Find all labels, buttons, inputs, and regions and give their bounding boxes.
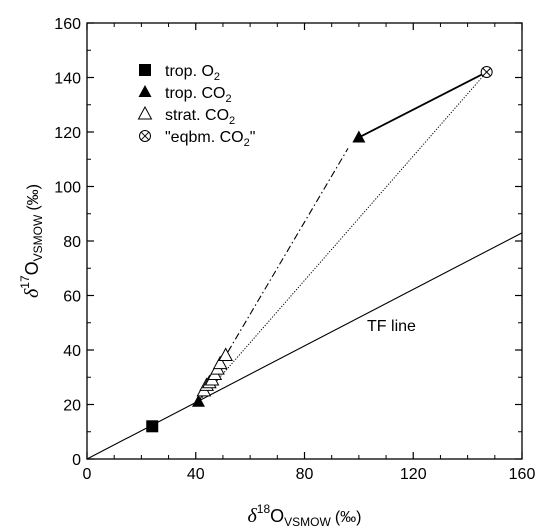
data-point-filled-triangle	[191, 394, 205, 407]
x-axis-title-sub: VSMOW	[284, 515, 331, 529]
data-point-filled-square	[146, 420, 159, 433]
y-tick-label: 60	[63, 289, 81, 306]
legend-marker-circled-x-cross-b	[140, 131, 150, 141]
y-axis: 0 20 40 60 80 100 120 140 160	[54, 16, 522, 469]
x-axis: 0 40 80 120 160	[83, 23, 536, 483]
legend-label: strat. CO2	[165, 107, 235, 127]
y-tick-label: 140	[54, 71, 81, 88]
data-point-circled-x	[480, 66, 493, 79]
legend-label: trop. O2	[165, 63, 220, 83]
data-point-filled-triangle	[352, 130, 366, 143]
y-axis-title-unit: (‰)	[25, 184, 42, 211]
x-tick-label: 160	[509, 466, 536, 483]
y-tick-label: 0	[72, 452, 81, 469]
tf-line	[86, 232, 523, 460]
legend-marker-open-triangle	[137, 105, 153, 120]
y-axis-title: δ17OVSMOW (‰)	[18, 184, 45, 298]
y-axis-title-sup: 17	[18, 275, 32, 289]
y-tick-label: 80	[63, 234, 81, 251]
x-axis-title-sup: 18	[257, 502, 271, 516]
x-tick-label: 120	[400, 466, 427, 483]
x-tick-label: 40	[187, 466, 205, 483]
y-tick-label: 120	[54, 125, 81, 142]
x-axis-title-unit: (‰)	[335, 509, 362, 526]
y-tick-label: 160	[54, 16, 81, 33]
legend-label: trop. CO2	[165, 85, 232, 105]
legend-label: "eqbm. CO2"	[165, 129, 255, 149]
arrow-line	[358, 71, 488, 139]
legend-marker-circled-x	[139, 130, 151, 142]
y-axis-title-main: O	[22, 261, 42, 275]
legend-marker-filled-square	[139, 64, 151, 76]
data-point-open-triangle	[212, 355, 228, 370]
x-axis-title-main: O	[270, 506, 284, 526]
x-axis-title: δ18OVSMOW (‰)	[248, 502, 362, 529]
y-tick-label: 40	[63, 343, 81, 360]
data-point-circled-x-cross-b	[482, 67, 491, 77]
data-point-open-triangle	[218, 347, 233, 361]
y-axis-title-symbol: δ	[21, 288, 43, 298]
annotations: TF line	[367, 318, 416, 335]
plot-frame	[86, 22, 523, 460]
x-tick-label: 80	[296, 466, 314, 483]
y-axis-title-sub: VSMOW	[31, 214, 45, 261]
plot-lines	[86, 71, 523, 460]
plot-markers	[146, 66, 493, 433]
dotted-mixing-line	[198, 71, 488, 403]
x-tick-label: 0	[83, 466, 92, 483]
legend-marker-filled-triangle	[138, 85, 152, 97]
y-tick-label: 20	[63, 398, 81, 415]
tf-line-label: TF line	[367, 318, 416, 335]
x-axis-title-symbol: δ	[248, 505, 258, 527]
y-tick-label: 100	[54, 180, 81, 197]
